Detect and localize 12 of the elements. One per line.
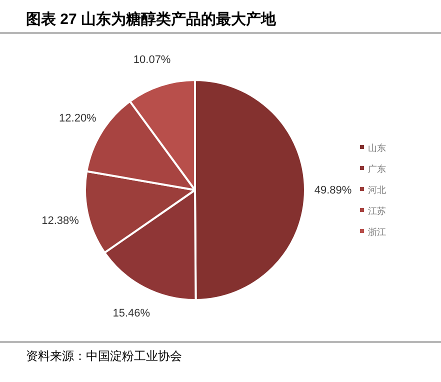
data-label: 10.07% xyxy=(133,54,171,66)
legend-label: 广东 xyxy=(368,164,386,174)
data-label: 15.46% xyxy=(112,307,150,320)
text: 资料来源：中国淀粉工业协会 xyxy=(26,349,182,363)
data-label: 12.20% xyxy=(59,112,97,124)
legend-label: 河北 xyxy=(368,185,386,195)
data-label: 12.38% xyxy=(42,214,80,227)
legend-label: 山东 xyxy=(368,143,386,153)
legend-label: 江苏 xyxy=(368,206,386,216)
chart-title: 图表 27 山东为糖醇类产品的最大产地 xyxy=(26,10,278,28)
legend-label: 浙江 xyxy=(368,227,386,237)
data-label: 49.89% xyxy=(314,184,352,197)
